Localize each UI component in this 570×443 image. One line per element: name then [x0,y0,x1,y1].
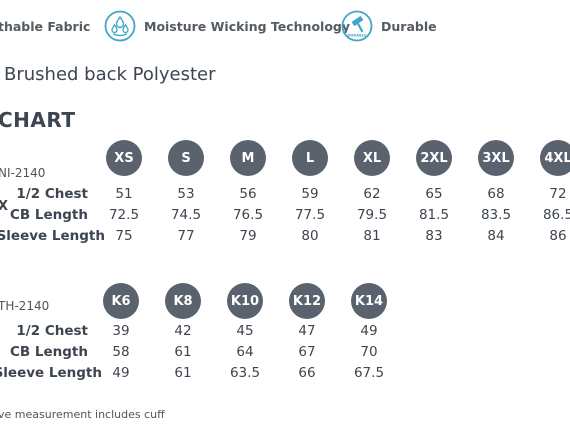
measurement-value: 86.5 [542,207,570,223]
kids-row-label: Sleeve Length [0,365,102,381]
kids-product-code: TH-2140 [0,299,50,313]
measurement-value: 72.5 [108,207,140,223]
measurement-value: 70 [360,344,378,360]
measurement-value: 63.5 [229,365,261,381]
fabric-description: Brushed back Polyester [4,64,216,85]
size-badge: M [230,140,266,176]
water-drops-icon [104,10,136,42]
size-badge: K6 [103,283,139,319]
measurement-value: 81 [363,228,381,244]
measurement-value: 83 [425,228,443,244]
measurement-value: 67.5 [353,365,385,381]
size-badge: XL [354,140,390,176]
measurement-value: 67 [298,344,316,360]
feature-durable-label: Durable [381,19,437,34]
adult-row-label: 1/2 Chest [16,186,88,202]
measurement-value: 61 [174,344,192,360]
measurement-value: 84 [487,228,505,244]
kids-row-label: 1/2 Chest [16,323,88,339]
measurement-value: 74.5 [170,207,202,223]
measurement-value: 80 [301,228,319,244]
size-badge: 4XL [540,140,570,176]
size-badge: XS [106,140,142,176]
kids-row-label: CB Length [10,344,88,360]
measurement-value: 75 [115,228,133,244]
measurement-value: 83.5 [480,207,512,223]
measurement-value: 64 [236,344,254,360]
measurement-value: 39 [112,323,130,339]
measurement-value: 45 [236,323,254,339]
hammer-icon: DURABLE [341,10,373,42]
measurement-value: 58 [112,344,130,360]
adult-row-label: Sleeve Length [0,228,105,244]
measurement-value: 51 [115,186,133,202]
footnote: ve measurement includes cuff [0,408,165,421]
feature-breathable-label: thable Fabric [0,19,91,34]
size-chart-title: CHART [0,108,76,132]
size-badge: K14 [351,283,387,319]
measurement-value: 77.5 [294,207,326,223]
measurement-value: 47 [298,323,316,339]
measurement-value: 66 [298,365,316,381]
size-badge: L [292,140,328,176]
adult-product-code: NI-2140 [0,166,46,180]
measurement-value: 79.5 [356,207,388,223]
measurement-value: 56 [239,186,257,202]
size-badge: K12 [289,283,325,319]
measurement-value: 65 [425,186,443,202]
measurement-value: 62 [363,186,381,202]
measurement-value: 68 [487,186,505,202]
adult-row-label: CB Length [10,207,88,223]
measurement-value: 59 [301,186,319,202]
measurement-value: 42 [174,323,192,339]
measurement-value: 61 [174,365,192,381]
size-badge: S [168,140,204,176]
measurement-value: 53 [177,186,195,202]
measurement-value: 72 [549,186,567,202]
measurement-value: 86 [549,228,567,244]
measurement-value: 49 [112,365,130,381]
size-badge: 3XL [478,140,514,176]
measurement-value: 77 [177,228,195,244]
size-badge: K8 [165,283,201,319]
icon-badge-text: DURABLE [348,34,367,38]
measurement-value: 49 [360,323,378,339]
measurement-value: 79 [239,228,257,244]
measurement-value: 81.5 [418,207,450,223]
measurement-value: 76.5 [232,207,264,223]
size-badge: K10 [227,283,263,319]
feature-moisture-label: Moisture Wicking Technology [144,19,351,34]
adult-side-mark: X [0,199,9,214]
size-badge: 2XL [416,140,452,176]
